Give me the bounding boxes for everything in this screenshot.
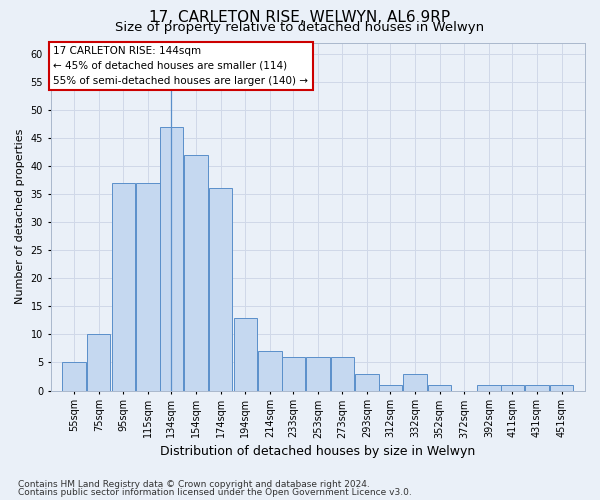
Bar	[525, 385, 548, 390]
Bar	[184, 155, 208, 390]
Bar	[379, 385, 402, 390]
Bar	[112, 183, 135, 390]
Text: 17 CARLETON RISE: 144sqm
← 45% of detached houses are smaller (114)
55% of semi-: 17 CARLETON RISE: 144sqm ← 45% of detach…	[53, 46, 308, 86]
Bar	[62, 362, 86, 390]
Bar	[403, 374, 427, 390]
Bar	[355, 374, 379, 390]
Bar	[500, 385, 524, 390]
Bar	[550, 385, 574, 390]
Bar	[258, 351, 281, 391]
Bar	[160, 126, 183, 390]
Bar	[477, 385, 500, 390]
Bar	[331, 357, 354, 390]
Text: Size of property relative to detached houses in Welwyn: Size of property relative to detached ho…	[115, 22, 485, 35]
Text: Contains public sector information licensed under the Open Government Licence v3: Contains public sector information licen…	[18, 488, 412, 497]
Bar	[209, 188, 232, 390]
Y-axis label: Number of detached properties: Number of detached properties	[15, 129, 25, 304]
Bar	[281, 357, 305, 390]
X-axis label: Distribution of detached houses by size in Welwyn: Distribution of detached houses by size …	[160, 444, 475, 458]
Text: Contains HM Land Registry data © Crown copyright and database right 2024.: Contains HM Land Registry data © Crown c…	[18, 480, 370, 489]
Bar	[233, 318, 257, 390]
Bar	[428, 385, 451, 390]
Text: 17, CARLETON RISE, WELWYN, AL6 9RP: 17, CARLETON RISE, WELWYN, AL6 9RP	[149, 10, 451, 25]
Bar	[306, 357, 329, 390]
Bar	[136, 183, 160, 390]
Bar	[87, 334, 110, 390]
